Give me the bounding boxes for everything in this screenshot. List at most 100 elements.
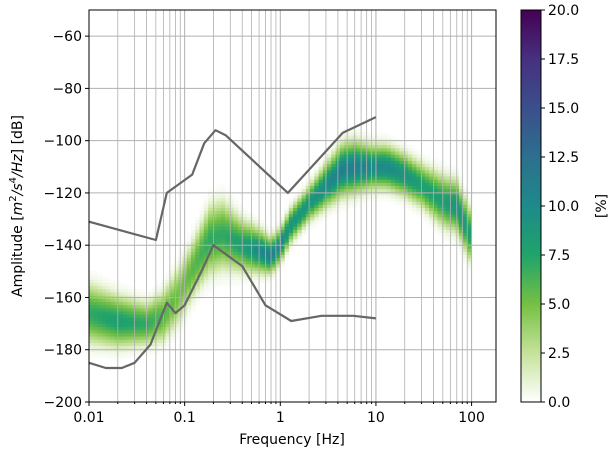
heatmap-cell <box>152 348 158 353</box>
heatmap-cell <box>229 273 234 277</box>
heatmap-cell <box>382 157 387 161</box>
heatmap-cell <box>437 191 443 196</box>
heatmap-cell <box>450 229 455 234</box>
heatmap-cell <box>284 254 290 259</box>
colorbar-tick-label: 2.5 <box>548 346 570 362</box>
heatmap-cell <box>361 132 366 136</box>
heatmap-cell <box>424 210 430 215</box>
heatmap-cell <box>271 238 277 243</box>
heatmap-cell <box>450 163 455 168</box>
heatmap-cell <box>322 173 328 177</box>
heatmap-cell <box>118 351 124 356</box>
heatmap-cell <box>118 358 124 362</box>
heatmap-cell <box>246 264 251 268</box>
heatmap-cell <box>356 129 362 133</box>
heatmap-cell <box>356 169 362 174</box>
heatmap-cell <box>191 264 196 268</box>
heatmap-cell <box>110 311 115 315</box>
heatmap-cell <box>327 179 332 183</box>
heatmap-cell <box>220 188 226 193</box>
heatmap-cell <box>416 151 421 155</box>
heatmap-cell <box>208 282 213 287</box>
heatmap-cell <box>458 248 464 252</box>
heatmap-cell <box>318 204 324 208</box>
heatmap-cell <box>118 301 124 306</box>
heatmap-cell <box>293 210 298 215</box>
heatmap-cell <box>250 254 256 259</box>
heatmap-cell <box>123 311 128 315</box>
heatmap-cell <box>203 198 209 202</box>
heatmap-cell <box>288 204 294 208</box>
heatmap-cell <box>382 191 387 196</box>
heatmap-cell <box>93 345 98 350</box>
heatmap-cell <box>186 314 192 318</box>
heatmap-cell <box>378 141 383 146</box>
heatmap-cell <box>429 198 434 202</box>
heatmap-cell <box>386 166 392 171</box>
heatmap-cell <box>284 207 290 212</box>
heatmap-cell <box>89 320 94 324</box>
heatmap-cell <box>390 176 396 180</box>
heatmap-cell <box>293 235 298 240</box>
heatmap-cell <box>225 204 230 208</box>
heatmap-cell <box>195 229 200 234</box>
heatmap-cell <box>403 151 409 155</box>
heatmap-cell <box>203 220 209 224</box>
heatmap-cell <box>424 160 430 165</box>
heatmap-cell <box>450 204 455 208</box>
heatmap-cell <box>467 257 472 262</box>
heatmap-cell <box>407 154 413 158</box>
heatmap-cell <box>229 254 234 259</box>
heatmap-cell <box>216 213 222 218</box>
heatmap-cell <box>390 201 396 205</box>
heatmap-cell <box>429 179 434 183</box>
heatmap-cell <box>152 314 158 318</box>
heatmap-cell <box>356 182 362 187</box>
heatmap-cell <box>386 179 392 183</box>
heatmap-cell <box>254 216 260 221</box>
heatmap-cell <box>288 248 294 252</box>
heatmap-cell <box>237 210 243 215</box>
heatmap-cell <box>165 276 171 281</box>
heatmap-cell <box>208 273 213 277</box>
heatmap-cell <box>233 251 239 256</box>
heatmap-cell <box>254 238 260 243</box>
heatmap-cell <box>314 216 319 221</box>
heatmap-cell <box>118 285 124 290</box>
heatmap-cell <box>199 257 205 262</box>
heatmap-cell <box>327 201 332 205</box>
heatmap-cell <box>148 292 154 296</box>
heatmap-cell <box>437 198 443 202</box>
heatmap-cell <box>395 182 400 187</box>
heatmap-cell <box>446 176 451 180</box>
heatmap-cell <box>361 176 366 180</box>
heatmap-cell <box>327 154 332 158</box>
heatmap-cell <box>412 204 417 208</box>
heatmap-cell <box>191 282 196 287</box>
heatmap-cell <box>463 260 468 265</box>
heatmap-cell <box>361 147 366 152</box>
heatmap-cell <box>301 216 307 221</box>
heatmap-cell <box>152 317 158 321</box>
heatmap-cell <box>212 185 217 190</box>
heatmap-cell <box>216 254 222 259</box>
heatmap-cell <box>284 235 290 240</box>
heatmap-cell <box>93 279 98 284</box>
heatmap-cell <box>127 326 132 331</box>
heatmap-cell <box>225 229 230 234</box>
heatmap-cell <box>246 226 251 230</box>
heatmap-cell <box>365 166 370 171</box>
heatmap-cell <box>327 182 332 187</box>
heatmap-cell <box>195 248 200 252</box>
heatmap-cell <box>416 207 421 212</box>
heatmap-cell <box>280 229 285 234</box>
heatmap-cell <box>407 163 413 168</box>
heatmap-cell <box>203 204 209 208</box>
heatmap-cell <box>208 201 213 205</box>
heatmap-cell <box>424 195 430 199</box>
heatmap-cell <box>220 201 226 205</box>
heatmap-cell <box>140 317 145 321</box>
heatmap-cell <box>169 336 175 340</box>
heatmap-cell <box>216 264 222 268</box>
heatmap-cell <box>123 301 128 306</box>
